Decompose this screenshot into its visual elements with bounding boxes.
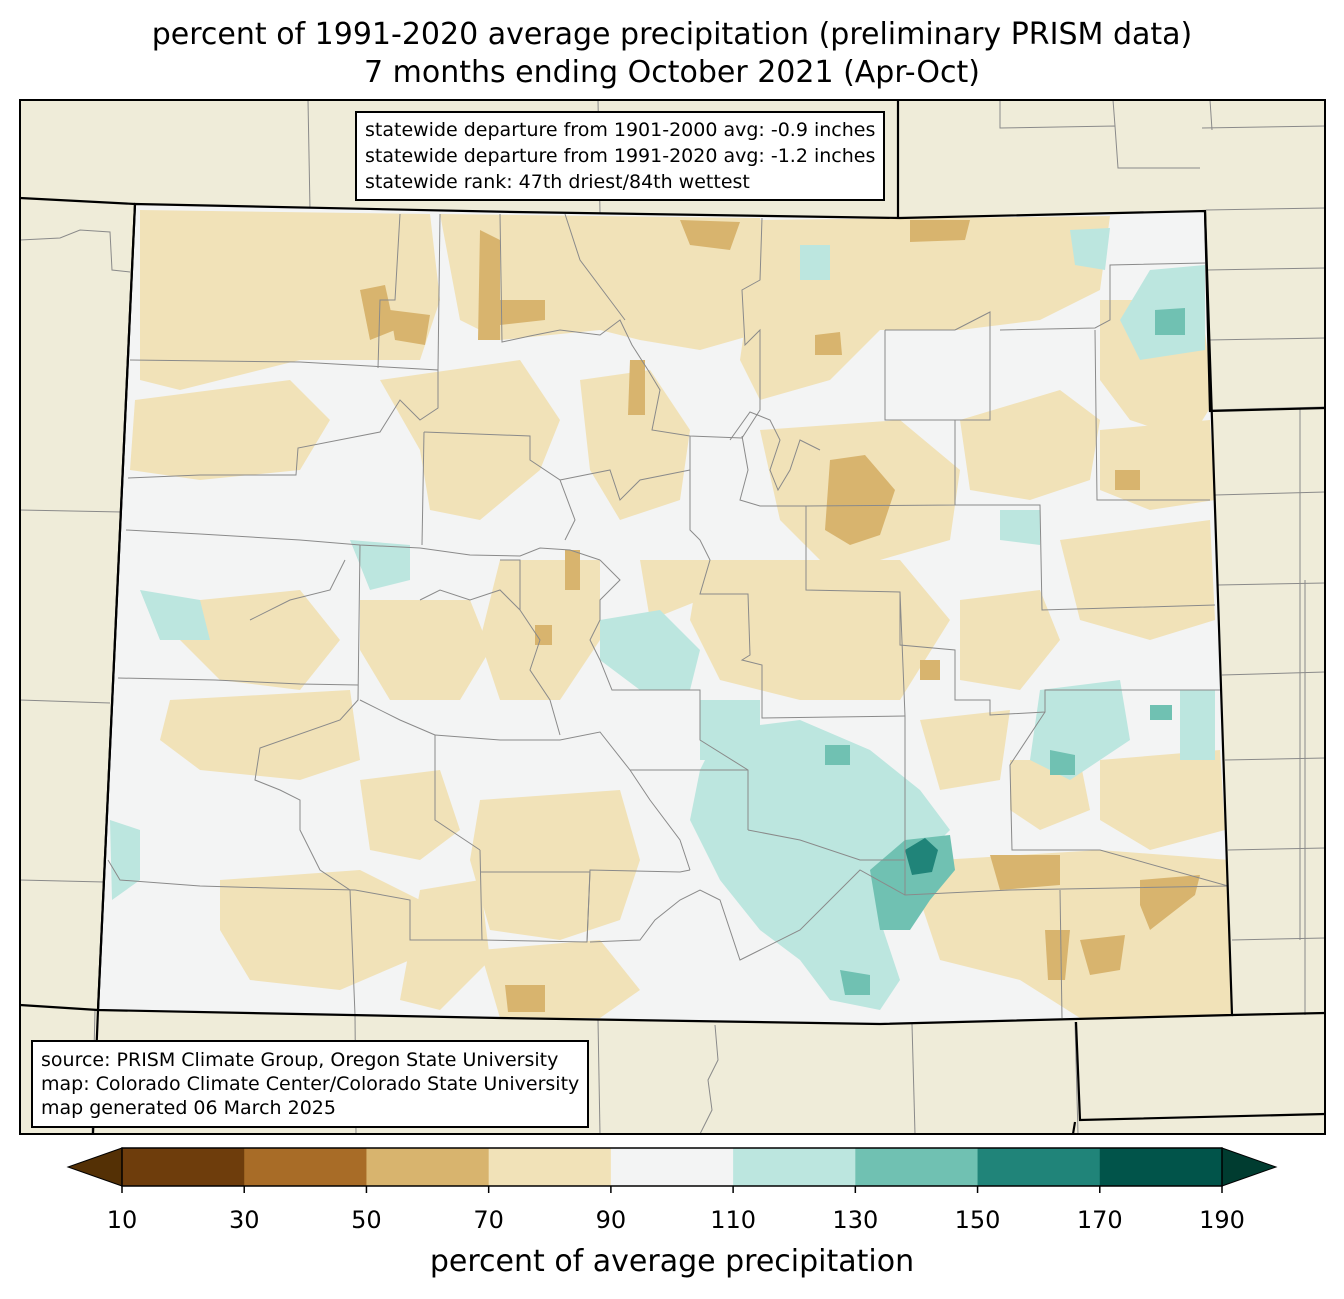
- colorbar-segment: [610, 1148, 734, 1186]
- colorbar-tick-label: 30: [228, 1206, 260, 1234]
- colorbar-segment: [1099, 1148, 1223, 1186]
- precip-50-70-regions: [360, 220, 1200, 1012]
- statewide-rank: statewide rank: 47th driest/84th wettest: [365, 171, 750, 193]
- colorbar-segment: [366, 1148, 490, 1186]
- colorbar-tick-label: 190: [1199, 1206, 1245, 1234]
- map-frame: [19, 99, 1326, 1135]
- precip-110-130-regions: [110, 228, 1215, 1010]
- colorbar-outline: [121, 1147, 1223, 1187]
- colorbar-tick-label: 110: [710, 1206, 757, 1234]
- colorbar-tick-label: 90: [595, 1206, 627, 1234]
- generated-date-line: map generated 06 March 2025: [41, 1097, 336, 1119]
- colorbar-segment: [122, 1148, 245, 1186]
- colorbar-segment: [488, 1148, 612, 1186]
- source-box: source: PRISM Climate Group, Oregon Stat…: [31, 1040, 590, 1128]
- colorbar-tick-label: 170: [1076, 1206, 1123, 1234]
- colorbar-segment: [855, 1148, 979, 1186]
- colorbar-tick-label: 70: [473, 1206, 504, 1234]
- map-credit-line: map: Colorado Climate Center/Colorado St…: [41, 1073, 580, 1095]
- map-subtitle: 7 months ending October 2021 (Apr-Oct): [364, 55, 980, 90]
- colorbar: [66, 1147, 1278, 1193]
- colorbar-segment: [977, 1148, 1101, 1186]
- colorbar-tick-label: 50: [351, 1206, 382, 1234]
- source-line: source: PRISM Climate Group, Oregon Stat…: [41, 1049, 559, 1071]
- colorbar-tick-label: 10: [106, 1206, 138, 1234]
- colorbar-segment: [244, 1148, 367, 1186]
- colorbar-tick-label: 130: [832, 1206, 879, 1234]
- colorbar-over-arrow: [1221, 1147, 1278, 1187]
- state-boundaries: [19, 100, 1326, 1135]
- county-lines: [107, 213, 1229, 1019]
- colorbar-tick-label: 150: [954, 1206, 1001, 1234]
- colorbar-label: percent of average precipitation: [429, 1244, 915, 1279]
- statewide-stats-box: statewide departure from 1901-2000 avg: …: [355, 111, 886, 201]
- precip-150-170-regions: [905, 838, 938, 875]
- colorbar-segment: [733, 1148, 856, 1186]
- departure-1901-2000: statewide departure from 1901-2000 avg: …: [365, 119, 876, 141]
- colorbar-under-arrow: [66, 1147, 123, 1187]
- map-title: percent of 1991-2020 average precipitati…: [151, 17, 1193, 52]
- departure-1991-2020: statewide departure from 1991-2020 avg: …: [365, 145, 876, 167]
